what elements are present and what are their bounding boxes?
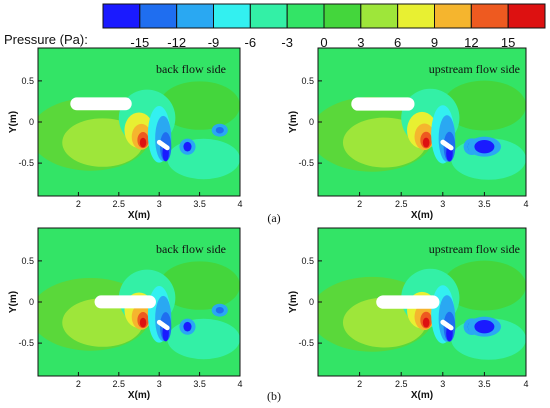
colorbar-tick-label: 15 — [501, 35, 515, 50]
colorbar-swatch — [323, 3, 362, 29]
x-tick-label: 2 — [76, 379, 81, 389]
x-tick-label: 2 — [357, 199, 362, 209]
colorbar-tick-labels: -15 -12 -9 -6 -3 0 3 6 9 12 15 — [130, 35, 515, 50]
colorbar-tick-label: -9 — [208, 35, 220, 50]
colorbar-swatch — [360, 3, 399, 29]
x-tick-label: 2.5 — [113, 199, 126, 209]
colorbar-tick-label: 6 — [394, 35, 401, 50]
colorbar-swatch — [249, 3, 288, 29]
panel-side-label: upstream flow side — [429, 242, 520, 256]
panel-side-label: upstream flow side — [429, 62, 520, 76]
contour-panel: back flow side 2 2.5 3 3.5 4 0.5 0 -0.5 X(m) Y(m) — [8, 47, 243, 221]
colorbar-tick-label: 9 — [431, 35, 438, 50]
x-tick-label: 4 — [523, 379, 528, 389]
y-axis-label: Y(m) — [8, 291, 19, 313]
y-tick-label: 0.5 — [21, 76, 34, 86]
colorbar-swatch — [434, 3, 472, 29]
y-tick-label: -0.5 — [298, 338, 314, 348]
x-tick-label: 3.5 — [478, 379, 491, 389]
colorbar — [102, 3, 546, 29]
y-tick-label: -0.5 — [18, 158, 34, 168]
panel-side-label: back flow side — [156, 242, 226, 256]
x-tick-label: 3.5 — [478, 199, 491, 209]
colorbar-swatch — [102, 3, 141, 29]
colorbar-tick-label: -6 — [245, 35, 257, 50]
x-tick-label: 4 — [237, 199, 242, 209]
y-axis-label: Y(m) — [288, 111, 299, 133]
x-tick-label: 3 — [440, 199, 445, 209]
x-tick-label: 4 — [237, 379, 242, 389]
colorbar-swatch — [470, 3, 509, 29]
x-tick-label: 2.5 — [395, 199, 408, 209]
y-tick-label: 0.5 — [21, 256, 34, 266]
panel-side-label: back flow side — [156, 62, 226, 76]
x-axis-label: X(m) — [411, 390, 433, 401]
colorbar-tick-label: 0 — [320, 35, 327, 50]
y-tick-label: 0 — [29, 117, 34, 127]
colorbar-swatch — [176, 3, 215, 29]
x-tick-label: 2.5 — [395, 379, 408, 389]
x-axis-label: X(m) — [128, 210, 150, 221]
x-tick-label: 3 — [440, 379, 445, 389]
colorbar-tick-label: 3 — [357, 35, 364, 50]
y-tick-label: 0 — [29, 297, 34, 307]
x-tick-label: 3 — [157, 379, 162, 389]
x-tick-label: 2 — [76, 199, 81, 209]
contour-panel: back flow side 2 2.5 3 3.5 4 0.5 0 -0.5 X(m) Y(m) — [8, 227, 243, 401]
colorbar-swatch — [139, 3, 178, 29]
x-tick-label: 3.5 — [193, 379, 206, 389]
colorbar-tick-label: 12 — [464, 35, 478, 50]
y-axis-label: Y(m) — [8, 111, 19, 133]
y-tick-label: 0.5 — [301, 256, 314, 266]
colorbar-swatch — [397, 3, 435, 29]
x-tick-label: 2 — [357, 379, 362, 389]
colorbar-swatch — [213, 3, 251, 29]
x-axis-label: X(m) — [128, 390, 150, 401]
subfigure-label-b: (b) — [267, 389, 281, 403]
subfigure-label-a: (a) — [267, 211, 280, 225]
colorbar-tick-label: -3 — [281, 35, 293, 50]
y-axis-label: Y(m) — [288, 291, 299, 313]
x-tick-label: 4 — [523, 199, 528, 209]
contour-panel: upstream flow side 2 2.5 3 3.5 4 0.5 0 -0.5 X(m) Y… — [288, 227, 529, 401]
colorbar-swatch — [286, 3, 325, 29]
y-tick-label: -0.5 — [18, 338, 34, 348]
x-tick-label: 3.5 — [193, 199, 206, 209]
y-tick-label: -0.5 — [298, 158, 314, 168]
y-tick-label: 0 — [309, 117, 314, 127]
y-tick-label: 0 — [309, 297, 314, 307]
x-tick-label: 3 — [157, 199, 162, 209]
colorbar-tick-label: -12 — [167, 35, 186, 50]
colorbar-swatch — [507, 3, 546, 29]
contour-panel: upstream flow side 2 2.5 3 3.5 4 0.5 0 -0.5 X(m) Y… — [288, 47, 529, 221]
y-tick-label: 0.5 — [301, 76, 314, 86]
colorbar-tick-label: -15 — [130, 35, 149, 50]
x-axis-label: X(m) — [411, 210, 433, 221]
colorbar-label: Pressure (Pa): — [4, 32, 88, 47]
x-tick-label: 2.5 — [113, 379, 126, 389]
